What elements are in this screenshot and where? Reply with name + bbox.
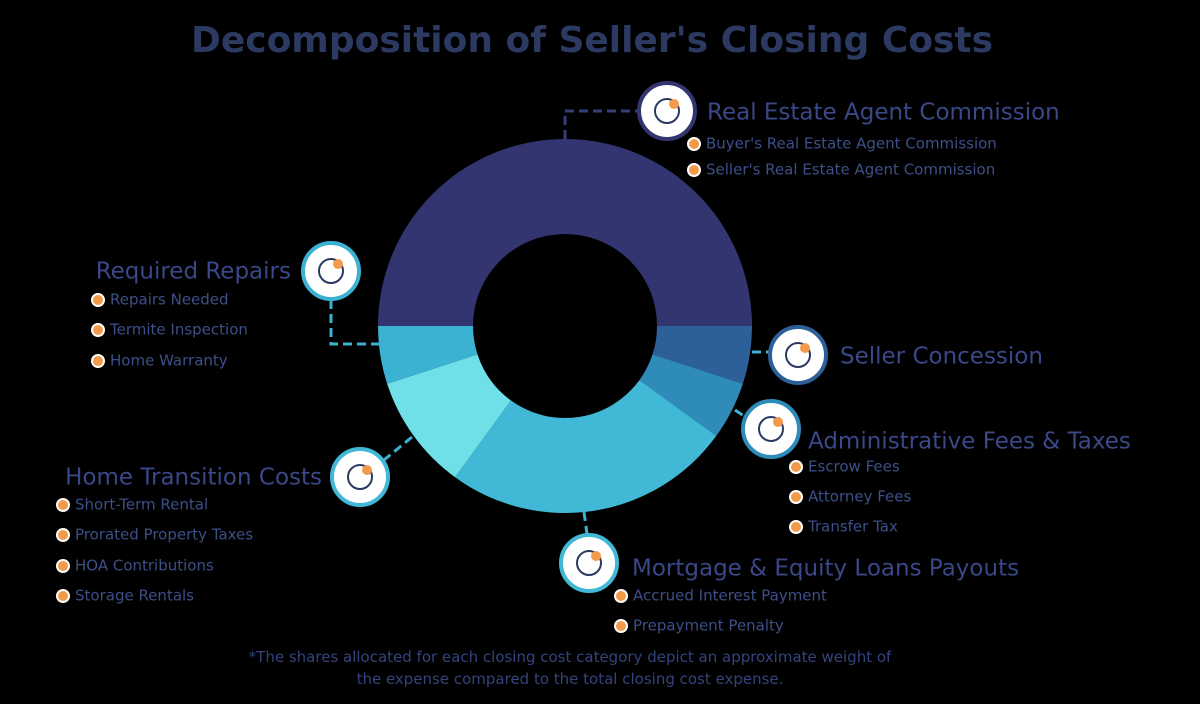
donut-segment — [455, 380, 717, 514]
donut-segment — [378, 139, 752, 326]
category-icon — [637, 81, 697, 141]
bullet — [91, 354, 105, 368]
bullet — [789, 490, 803, 504]
icon-glyph — [654, 98, 680, 124]
item-label: Buyer's Real Estate Agent Commission — [706, 135, 997, 153]
category-label: Real Estate Agent Commission — [707, 100, 1060, 126]
connector — [329, 300, 380, 346]
connector — [582, 511, 589, 535]
footnote: *The shares allocated for each closing c… — [248, 648, 892, 688]
bullet — [56, 528, 70, 542]
category-label: Required Repairs — [96, 259, 291, 285]
item-label: Prorated Property Taxes — [75, 526, 253, 544]
item-label: Transfer Tax — [807, 518, 898, 536]
bullet — [687, 163, 701, 177]
icon-glyph — [576, 550, 602, 576]
item-label: Home Warranty — [110, 352, 228, 370]
chart-title: Decomposition of Seller's Closing Costs — [191, 20, 993, 61]
bullet — [614, 619, 628, 633]
bullet — [91, 323, 105, 337]
icon-glyph — [318, 258, 344, 284]
item-label: Accrued Interest Payment — [633, 587, 827, 605]
icon-accent — [669, 99, 679, 109]
item-label: Storage Rentals — [75, 587, 194, 605]
bullet — [789, 460, 803, 474]
bullet — [56, 559, 70, 573]
category-icon — [559, 533, 619, 593]
bullet — [91, 293, 105, 307]
connector — [563, 109, 638, 139]
item-label: Prepayment Penalty — [633, 617, 784, 635]
category-label: Administrative Fees & Taxes — [808, 429, 1131, 455]
bullet — [687, 137, 701, 151]
donut-segment — [652, 326, 752, 384]
connector — [383, 435, 413, 462]
icon-accent — [362, 465, 372, 475]
item-label: Escrow Fees — [808, 458, 900, 476]
bullet — [789, 520, 803, 534]
item-label: Termite Inspection — [109, 321, 248, 339]
bullet — [56, 589, 70, 603]
item-label: Seller's Real Estate Agent Commission — [706, 161, 995, 179]
icon-accent — [333, 259, 343, 269]
icon-accent — [800, 343, 810, 353]
item-label: HOA Contributions — [75, 557, 214, 575]
item-label: Short-Term Rental — [75, 496, 208, 514]
category-icon — [301, 241, 361, 301]
donut-segment — [639, 354, 743, 436]
category-label: Home Transition Costs — [65, 465, 322, 491]
icon-glyph — [785, 342, 811, 368]
category-label: Seller Concession — [840, 344, 1043, 370]
icon-accent — [591, 551, 601, 561]
bullet — [614, 589, 628, 603]
connector — [734, 408, 745, 418]
category-icon — [330, 447, 390, 507]
category-icon — [741, 399, 801, 459]
donut-segment — [387, 354, 511, 478]
category-label: Mortgage & Equity Loans Payouts — [632, 556, 1019, 582]
category-icon — [768, 325, 828, 385]
item-label: Attorney Fees — [808, 488, 911, 506]
icon-accent — [773, 417, 783, 427]
icon-glyph — [347, 464, 373, 490]
icon-glyph — [758, 416, 784, 442]
bullet — [56, 498, 70, 512]
donut-segment — [378, 326, 478, 384]
item-label: Repairs Needed — [110, 291, 229, 309]
